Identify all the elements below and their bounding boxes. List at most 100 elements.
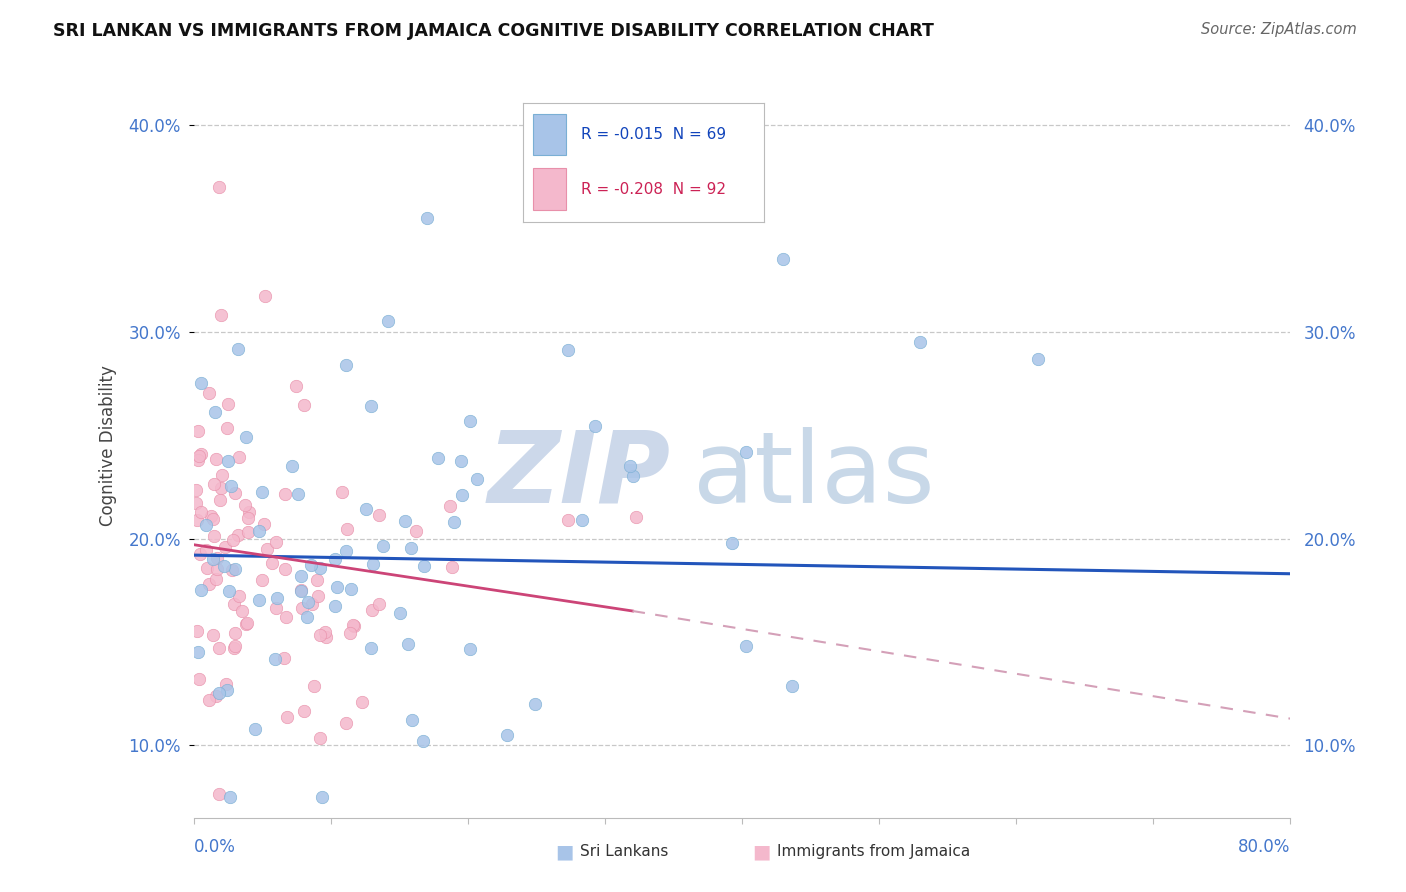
Text: SRI LANKAN VS IMMIGRANTS FROM JAMAICA COGNITIVE DISABILITY CORRELATION CHART: SRI LANKAN VS IMMIGRANTS FROM JAMAICA CO…: [53, 22, 935, 40]
Point: [496, 728, 519, 742]
Point: [238, 505, 260, 519]
Point: [187, 449, 209, 463]
Point: [309, 628, 332, 642]
Point: [361, 557, 384, 571]
Point: [224, 485, 246, 500]
Point: [413, 559, 436, 574]
Point: [399, 541, 422, 555]
Point: [1028, 351, 1050, 366]
Point: [735, 445, 758, 459]
Point: [360, 640, 382, 655]
Point: [405, 524, 427, 538]
Point: [219, 479, 242, 493]
Text: ■: ■: [555, 842, 574, 862]
Point: [342, 618, 364, 632]
Point: [323, 552, 346, 566]
Point: [235, 616, 257, 631]
Point: [186, 513, 208, 527]
Point: [440, 559, 463, 574]
Point: [450, 488, 472, 502]
Point: [235, 430, 257, 444]
Point: [371, 539, 394, 553]
Point: [211, 468, 233, 483]
Point: [340, 582, 363, 597]
Point: [290, 583, 312, 598]
Point: [250, 485, 273, 500]
Point: [212, 559, 235, 574]
Point: [361, 603, 384, 617]
Point: [187, 673, 209, 687]
Point: [249, 524, 271, 538]
Point: [290, 583, 312, 598]
Text: Sri Lankans: Sri Lankans: [581, 845, 669, 859]
Point: [307, 589, 329, 603]
Point: [208, 179, 231, 194]
Point: [252, 517, 274, 532]
Text: Source: ZipAtlas.com: Source: ZipAtlas.com: [1201, 22, 1357, 37]
Point: [233, 498, 256, 512]
Point: [208, 787, 231, 801]
Point: [354, 502, 377, 516]
Point: [263, 652, 285, 666]
Text: 80.0%: 80.0%: [1237, 838, 1291, 855]
Point: [217, 683, 239, 698]
Point: [311, 790, 333, 805]
Point: [619, 458, 641, 473]
Point: [308, 560, 330, 574]
Point: [734, 639, 756, 653]
Point: [190, 582, 212, 597]
Point: [401, 713, 423, 727]
Point: [394, 514, 416, 528]
Point: [287, 486, 309, 500]
Point: [301, 597, 323, 611]
Point: [439, 499, 461, 513]
Point: [292, 398, 315, 412]
Point: [557, 343, 579, 357]
Point: [226, 342, 249, 356]
Point: [197, 576, 219, 591]
Point: [215, 677, 238, 691]
Point: [219, 790, 242, 805]
Point: [780, 679, 803, 693]
Point: [195, 543, 218, 558]
Point: [190, 376, 212, 390]
Point: [188, 547, 211, 561]
Point: [194, 518, 217, 533]
Point: [443, 516, 465, 530]
Point: [236, 525, 259, 540]
Point: [204, 404, 226, 418]
Point: [224, 640, 246, 654]
Point: [214, 540, 236, 554]
Point: [292, 705, 315, 719]
Point: [209, 308, 232, 322]
Point: [273, 651, 295, 665]
Point: [186, 483, 208, 497]
Point: [367, 597, 389, 611]
Point: [910, 334, 932, 349]
Point: [186, 624, 208, 638]
Point: [772, 252, 794, 267]
Point: [226, 528, 249, 542]
Point: [412, 734, 434, 748]
Text: Immigrants from Jamaica: Immigrants from Jamaica: [778, 845, 970, 859]
Point: [274, 487, 297, 501]
Point: [202, 529, 225, 543]
Point: [190, 505, 212, 519]
Point: [264, 600, 287, 615]
Point: [190, 447, 212, 461]
Point: [202, 511, 225, 525]
Point: [465, 472, 488, 486]
Point: [299, 558, 322, 572]
Point: [198, 386, 221, 401]
Point: [389, 606, 412, 620]
Point: [557, 513, 579, 527]
Text: atlas: atlas: [693, 426, 935, 524]
Point: [200, 509, 222, 524]
Point: [626, 510, 648, 524]
Point: [583, 418, 606, 433]
Point: [236, 511, 259, 525]
Point: [426, 450, 449, 465]
Point: [209, 481, 232, 495]
Point: [458, 413, 481, 427]
Point: [305, 573, 328, 587]
